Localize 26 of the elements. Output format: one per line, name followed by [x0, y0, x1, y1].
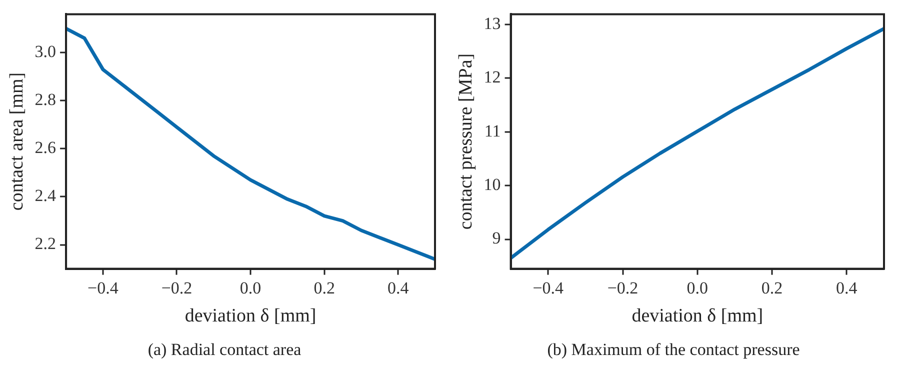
- y-tick-label: 10: [484, 175, 501, 194]
- y-axis-title: contact area [mm]: [6, 72, 28, 211]
- x-tick-label: −0.2: [607, 278, 638, 298]
- text: (b) Maximum of the contact pressure: [546, 340, 801, 360]
- y-tick-label: 2.6: [34, 138, 56, 158]
- x-tick-label: 0.0: [686, 278, 708, 298]
- y-axis-title: contact pressure [MPa]: [455, 53, 476, 230]
- x-tick-label: 0.4: [387, 278, 410, 298]
- x-tick-label: 0.4: [836, 278, 858, 298]
- y-tick-label: 2.4: [34, 186, 57, 206]
- y-tick-label: 9: [492, 228, 501, 248]
- x-tick-label: 0.2: [761, 278, 783, 298]
- x-tick-label: −0.4: [88, 278, 119, 298]
- y-tick-label: 13: [484, 14, 501, 33]
- y-tick-label: 3.0: [34, 42, 56, 62]
- x-axis-title: deviation δ [mm]: [632, 306, 764, 327]
- x-tick-label: 0.2: [314, 278, 335, 298]
- x-tick-label: −0.2: [161, 278, 192, 298]
- y-tick-label: 11: [484, 121, 501, 140]
- y-tick-label: 2.2: [34, 234, 56, 254]
- x-tick-label: −0.4: [532, 278, 564, 298]
- y-tick-label: 2.8: [34, 90, 56, 110]
- x-tick-label: 0.0: [240, 278, 262, 298]
- text: (a) Radial contact area: [146, 340, 302, 360]
- x-axis-title: deviation δ [mm]: [184, 306, 316, 327]
- y-tick-label: 12: [484, 68, 501, 87]
